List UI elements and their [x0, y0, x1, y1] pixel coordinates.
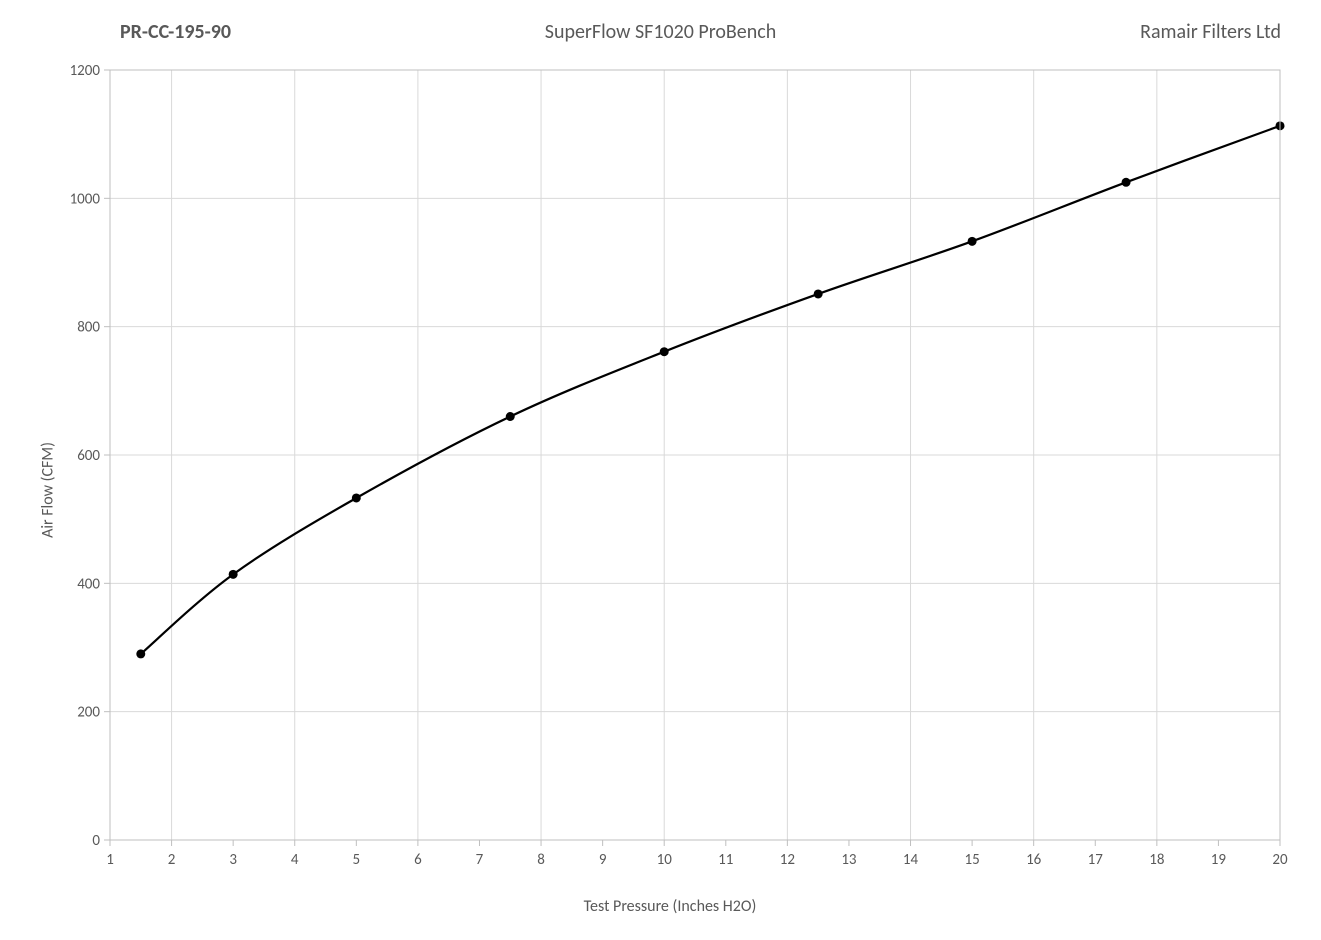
- xtick-label: 2: [168, 851, 176, 869]
- x-axis-label: Test Pressure (Inches H2O): [40, 897, 1300, 916]
- xtick-label: 9: [599, 851, 607, 869]
- xtick-label: 12: [780, 851, 795, 869]
- xtick-label: 19: [1211, 851, 1227, 869]
- xtick-label: 7: [476, 851, 484, 869]
- ytick-label: 0: [92, 832, 100, 850]
- xtick-label: 14: [903, 851, 919, 869]
- xtick-label: 1: [106, 851, 114, 869]
- chart-container: PR-CC-195-90 SuperFlow SF1020 ProBench R…: [0, 0, 1321, 940]
- chart-svg: 0200400600800100012001234567891011121314…: [40, 60, 1300, 890]
- ytick-label: 1000: [70, 190, 101, 208]
- ytick-label: 400: [77, 575, 100, 593]
- plot-area: Air Flow (CFM) 0200400600800100012001234…: [40, 60, 1300, 920]
- ytick-label: 1200: [70, 62, 101, 80]
- xtick-label: 8: [537, 851, 545, 869]
- data-point: [1122, 178, 1131, 187]
- header-center: SuperFlow SF1020 ProBench: [0, 20, 1321, 44]
- xtick-label: 6: [414, 851, 422, 869]
- xtick-label: 20: [1272, 851, 1288, 869]
- data-point: [136, 649, 145, 658]
- data-point: [506, 412, 515, 421]
- xtick-label: 16: [1026, 851, 1042, 869]
- chart-header: PR-CC-195-90 SuperFlow SF1020 ProBench R…: [0, 20, 1321, 60]
- y-axis-label: Air Flow (CFM): [39, 442, 58, 538]
- ytick-label: 200: [77, 704, 100, 722]
- data-point: [660, 347, 669, 356]
- data-point: [968, 237, 977, 246]
- data-point: [229, 570, 238, 579]
- xtick-label: 11: [718, 851, 733, 869]
- xtick-label: 17: [1088, 851, 1104, 869]
- xtick-label: 3: [229, 851, 237, 869]
- xtick-label: 15: [964, 851, 979, 869]
- data-point: [814, 289, 823, 298]
- xtick-label: 10: [657, 851, 673, 869]
- ytick-label: 800: [77, 319, 100, 337]
- xtick-label: 5: [353, 851, 361, 869]
- header-right: Ramair Filters Ltd: [1140, 20, 1281, 44]
- ytick-label: 600: [77, 447, 100, 465]
- xtick-label: 13: [841, 851, 857, 869]
- xtick-label: 18: [1149, 851, 1164, 869]
- xtick-label: 4: [291, 851, 299, 869]
- data-point: [352, 493, 361, 502]
